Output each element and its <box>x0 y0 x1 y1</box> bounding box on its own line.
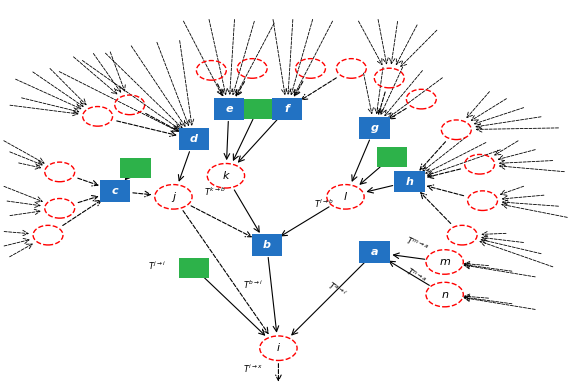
Text: a: a <box>371 247 379 257</box>
Text: h: h <box>406 176 414 186</box>
FancyBboxPatch shape <box>179 258 209 278</box>
FancyBboxPatch shape <box>359 241 390 263</box>
FancyBboxPatch shape <box>251 234 282 256</box>
Text: c: c <box>112 186 118 196</box>
FancyBboxPatch shape <box>272 98 302 120</box>
Text: e: e <box>225 104 233 114</box>
Text: $T^{j\rightarrow i}$: $T^{j\rightarrow i}$ <box>148 259 166 272</box>
FancyBboxPatch shape <box>100 180 130 202</box>
FancyBboxPatch shape <box>214 98 244 120</box>
Text: g: g <box>371 123 379 133</box>
FancyBboxPatch shape <box>377 147 407 166</box>
Text: $T^{a\rightarrow i}$: $T^{a\rightarrow i}$ <box>325 279 349 300</box>
Text: n: n <box>441 290 448 300</box>
FancyBboxPatch shape <box>243 99 273 119</box>
Text: k: k <box>223 171 229 181</box>
Text: i: i <box>277 343 280 353</box>
Text: f: f <box>285 104 289 114</box>
Text: m: m <box>439 257 450 267</box>
FancyBboxPatch shape <box>120 158 151 178</box>
Text: $T^{l\rightarrow b}$: $T^{l\rightarrow b}$ <box>314 198 334 210</box>
FancyBboxPatch shape <box>394 171 425 193</box>
FancyBboxPatch shape <box>359 117 390 139</box>
Text: $T^{i\rightarrow x}$: $T^{i\rightarrow x}$ <box>243 363 264 375</box>
Text: $T^{m\rightarrow a}$: $T^{m\rightarrow a}$ <box>404 234 430 254</box>
Text: l: l <box>344 192 347 202</box>
Text: d: d <box>190 134 198 144</box>
FancyBboxPatch shape <box>179 129 209 150</box>
Text: $T^{b\rightarrow i}$: $T^{b\rightarrow i}$ <box>243 278 264 291</box>
Text: $T^{k\rightarrow b}$: $T^{k\rightarrow b}$ <box>205 186 226 198</box>
Text: $T^{n\rightarrow a}$: $T^{n\rightarrow a}$ <box>404 265 428 286</box>
Text: b: b <box>263 240 271 250</box>
Text: j: j <box>172 192 175 202</box>
